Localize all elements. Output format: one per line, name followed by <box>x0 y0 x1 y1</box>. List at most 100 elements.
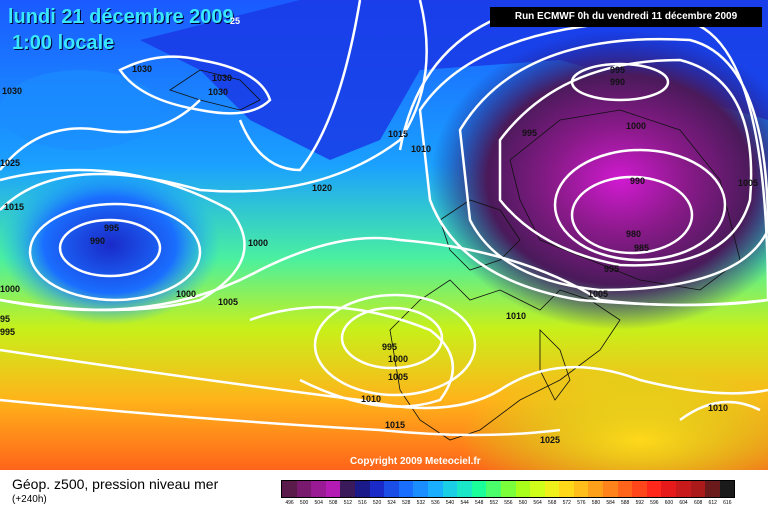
map-area: 1030 1030 1030 1030 1025 1015 995 990 10… <box>0 0 768 470</box>
greenland-area <box>0 70 160 150</box>
pressure-label: 990 <box>610 77 625 87</box>
legend-value: 560 <box>518 500 528 506</box>
legend-value: 588 <box>620 500 630 506</box>
legend-swatch: 496 <box>282 481 297 506</box>
legend-value: 532 <box>416 500 426 506</box>
isobar-1015-south <box>0 398 561 437</box>
legend-value: 568 <box>548 500 557 506</box>
pressure-label: 995 <box>610 65 625 75</box>
legend-value: 580 <box>591 500 601 506</box>
pressure-label: 995 <box>0 327 15 337</box>
pressure-label: 1010 <box>506 311 526 321</box>
isobar-1005-c <box>249 305 455 408</box>
legend-swatch: 508 <box>325 481 341 506</box>
pressure-label: 1010 <box>411 144 431 154</box>
isobar-1010 <box>0 348 768 410</box>
pressure-label: 1005 <box>738 178 758 188</box>
legend-value: 608 <box>693 500 703 506</box>
legend-value: 512 <box>343 500 353 506</box>
pressure-label: 1000 <box>626 121 646 131</box>
legend-value: 592 <box>635 500 644 506</box>
pressure-label: 1015 <box>4 202 24 212</box>
legend-swatch: 540 <box>442 481 458 506</box>
run-info: Run ECMWF 0h du vendredi 11 décembre 200… <box>490 7 762 27</box>
legend-value: 516 <box>358 500 367 506</box>
legend-swatch: 588 <box>617 481 633 506</box>
legend-value: 576 <box>577 500 586 506</box>
isobar-1025 <box>0 99 201 171</box>
isobar-995-ne <box>498 58 753 267</box>
pressure-label: 1000 <box>248 238 268 248</box>
isobar-990-w <box>58 218 162 278</box>
isobar-980 <box>570 175 694 255</box>
legend-swatch: 544 <box>457 481 472 506</box>
pressure-label: 990 <box>630 176 645 186</box>
legend-swatch: 536 <box>427 481 443 506</box>
legend-value: 536 <box>431 500 440 506</box>
isobar-1005-ne <box>418 18 768 307</box>
pressure-label: 1030 <box>2 86 22 96</box>
legend-swatch: 552 <box>486 481 501 506</box>
pressure-label: 1005 <box>588 289 608 299</box>
pressure-label: 1010 <box>708 403 728 413</box>
pressure-label: 1005 <box>218 297 238 307</box>
legend-swatch: 504 <box>311 481 326 506</box>
pressure-label-group: 1030 1030 1030 1030 1025 1015 995 990 10… <box>0 64 758 445</box>
pressure-label: 1010 <box>361 394 381 404</box>
legend-swatch: 516 <box>354 481 370 506</box>
pressure-label: 1005 <box>388 372 408 382</box>
legend-value: 540 <box>445 500 455 506</box>
legend-value: 584 <box>606 500 615 506</box>
legend-swatch: 564 <box>530 481 545 506</box>
legend-swatch: 524 <box>384 481 399 506</box>
legend-swatch: 512 <box>340 481 355 506</box>
pressure-label: 995 <box>522 128 537 138</box>
legend-swatch: 572 <box>559 481 574 506</box>
legend-value: 500 <box>299 500 309 506</box>
legend-value: 504 <box>314 500 323 506</box>
legend-value: 496 <box>285 500 294 506</box>
isobar-1030 <box>118 55 272 115</box>
forecast-date: lundi 21 décembre 2009 <box>8 6 234 28</box>
pressure-label: 980 <box>626 229 641 239</box>
pressure-label: 1000 <box>176 289 196 299</box>
pressure-label: 1000 <box>0 284 20 294</box>
legend-swatch: 576 <box>573 481 589 506</box>
isobar-1015-north <box>0 0 428 211</box>
legend-value: 508 <box>329 500 338 506</box>
legend-swatch: 568 <box>544 481 560 506</box>
legend-swatch: 592 <box>632 481 647 506</box>
legend-value: 524 <box>387 500 396 506</box>
pressure-label: 1025 <box>540 435 560 445</box>
legend-title: Géop. z500, pression niveau mer <box>12 476 219 492</box>
pressure-label: 1015 <box>388 129 408 139</box>
legend-value: 556 <box>504 500 513 506</box>
warm-area-se <box>460 370 768 470</box>
pressure-label: 1020 <box>312 183 332 193</box>
legend-swatch: 520 <box>369 481 385 506</box>
forecast-time: 1:00 locale <box>12 32 115 54</box>
pressure-label: 995 <box>382 342 397 352</box>
legend-swatch: 532 <box>413 481 428 506</box>
pressure-label: 1030 <box>212 73 232 83</box>
legend-value: 544 <box>460 500 469 506</box>
legend-value: 564 <box>533 500 542 506</box>
legend-swatch: 612 <box>705 481 720 506</box>
isobar-1000-w <box>0 168 246 312</box>
pressure-label: 1000 <box>388 354 408 364</box>
legend-value: 596 <box>650 500 659 506</box>
legend-value: 612 <box>708 500 717 506</box>
legend-swatch: 616 <box>719 481 735 506</box>
legend-value: 572 <box>562 500 571 506</box>
legend-swatch: 584 <box>603 481 618 506</box>
legend-value: 600 <box>664 500 674 506</box>
color-scale: 496 500 504 508 512 516 520 524 528 532 536 540 544 5… <box>281 480 736 506</box>
legend-swatch: 608 <box>690 481 706 506</box>
pressure-label: 995 <box>604 264 619 274</box>
legend-value: 520 <box>372 500 382 506</box>
legend-swatch: 548 <box>471 481 487 506</box>
isobar-995-c <box>340 306 444 370</box>
pressure-label: 1015 <box>385 420 405 430</box>
legend-swatch: 596 <box>646 481 662 506</box>
